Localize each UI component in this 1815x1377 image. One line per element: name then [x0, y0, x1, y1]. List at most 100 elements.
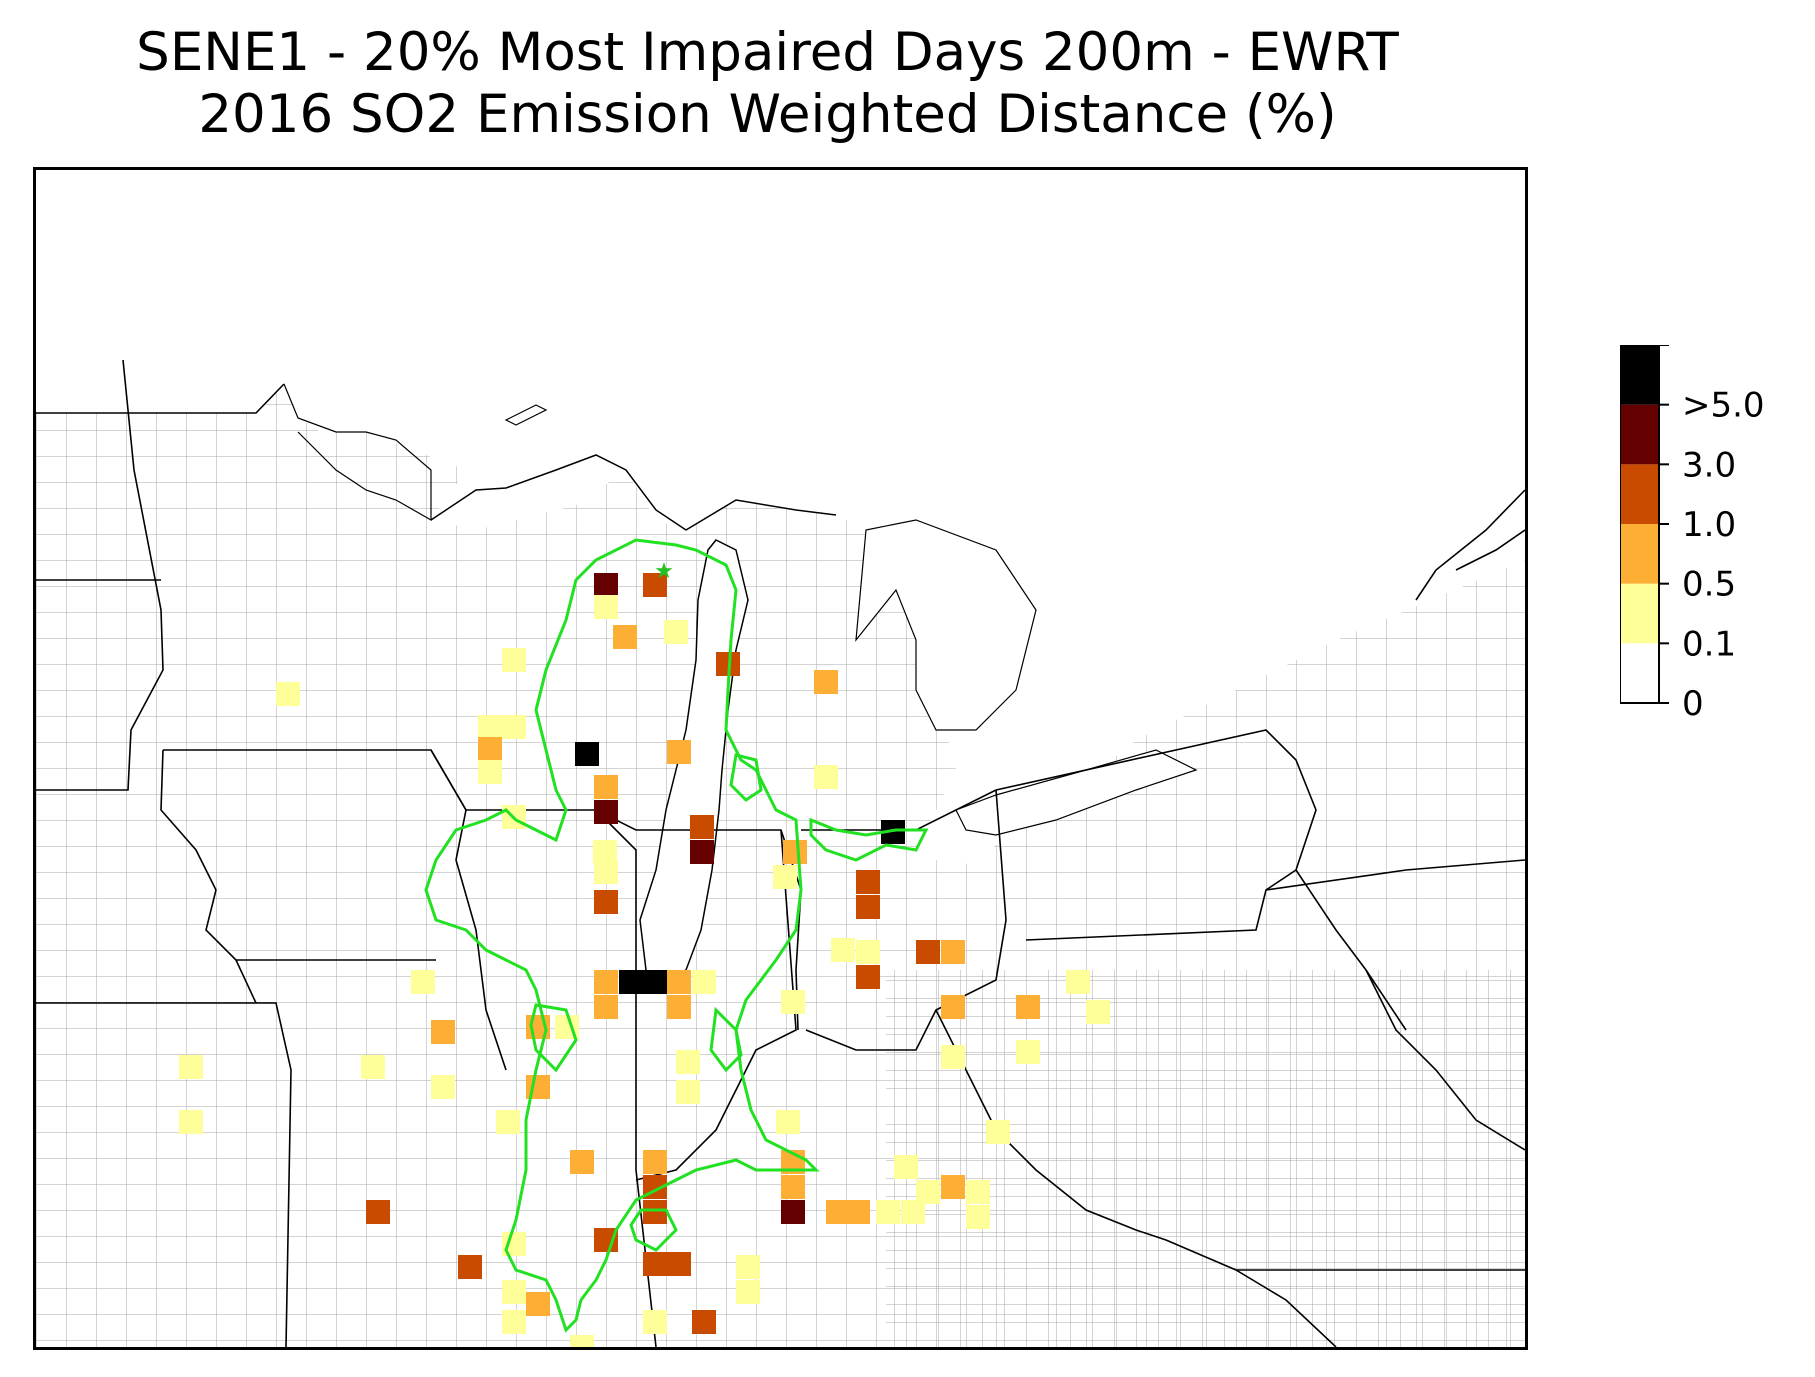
emission-cell	[692, 970, 716, 994]
emission-cell	[594, 995, 618, 1019]
emission-cell	[502, 648, 526, 672]
emission-cell	[667, 995, 691, 1019]
colorbar-tick-label: 3.0	[1682, 445, 1736, 485]
emission-cell	[986, 1120, 1010, 1144]
emission-cell	[1066, 970, 1090, 994]
emission-cell	[594, 890, 618, 914]
emission-cell	[941, 995, 965, 1019]
emission-cell	[690, 815, 714, 839]
title-line-2: 2016 SO2 Emission Weighted Distance (%)	[198, 84, 1337, 145]
colorbar-tick-label: 1.0	[1682, 505, 1736, 545]
emission-cell	[361, 1055, 385, 1079]
emission-cell	[667, 1252, 691, 1276]
emission-cell	[916, 940, 940, 964]
colorbar-tick-label: 0.1	[1682, 624, 1736, 664]
emission-cell	[773, 865, 797, 889]
residence-time-contour	[424, 538, 929, 1333]
emission-cell	[526, 1292, 550, 1316]
emission-cell	[496, 1110, 520, 1134]
colorbar-bin	[1620, 583, 1659, 644]
emission-cell	[594, 800, 618, 824]
emission-cell	[594, 775, 618, 799]
emission-cell	[619, 970, 643, 994]
emission-cell	[690, 840, 714, 864]
emission-cell	[366, 1200, 390, 1224]
emission-cell	[431, 1075, 455, 1099]
emission-cell	[676, 1080, 700, 1104]
emission-cell	[458, 1255, 482, 1279]
colorbar-bin	[1620, 345, 1659, 405]
emission-cell	[502, 715, 526, 739]
emission-cell	[894, 1155, 918, 1179]
emission-cell	[502, 1310, 526, 1334]
emission-cell	[478, 715, 502, 739]
emission-cell	[1086, 1000, 1110, 1024]
emission-cell	[856, 895, 880, 919]
emission-cell	[575, 742, 599, 766]
emission-cell	[431, 1020, 455, 1044]
emission-cell	[276, 682, 300, 706]
colorbar-bin	[1620, 643, 1659, 703]
emission-cell	[667, 740, 691, 764]
emission-cell	[814, 670, 838, 694]
emission-cell	[781, 990, 805, 1014]
emission-cell	[856, 965, 880, 989]
chart-title: SENE1 - 20% Most Impaired Days 200m - EW…	[0, 22, 1535, 146]
emission-cell	[643, 573, 667, 597]
colorbar-tick-label: 0.5	[1682, 565, 1736, 605]
emission-cell	[643, 1150, 667, 1174]
isle-royale	[504, 404, 548, 426]
emission-cell	[613, 625, 637, 649]
emission-cell	[692, 1310, 716, 1334]
emission-cell	[594, 595, 618, 619]
emission-cell	[478, 760, 502, 784]
map-canvas: ★	[36, 359, 1525, 1347]
lake-superior-shore	[430, 454, 837, 531]
emission-cell	[643, 1310, 667, 1334]
emission-cell	[664, 620, 688, 644]
emission-cell	[856, 940, 880, 964]
state-borders	[36, 359, 1525, 1347]
colorbar-tick-label: 0	[1682, 684, 1704, 724]
emission-cell	[941, 1175, 965, 1199]
site-star-icon: ★	[654, 559, 674, 584]
lake-erie	[955, 749, 1198, 836]
emission-cell	[1016, 995, 1040, 1019]
emission-cell	[179, 1055, 203, 1079]
emission-cell	[643, 1200, 667, 1224]
mn-shore	[283, 383, 432, 522]
emission-cell	[781, 1200, 805, 1224]
emission-cell	[966, 1205, 990, 1229]
colorbar-tick-label: >5.0	[1682, 386, 1765, 426]
emission-cell	[570, 1150, 594, 1174]
emission-cell	[941, 940, 965, 964]
colorbar-bin	[1620, 404, 1659, 465]
emission-cell	[966, 1180, 990, 1204]
emission-cell	[478, 737, 502, 761]
emission-cell	[667, 970, 691, 994]
colorbar: 0 0.1 0.5 1.0 3.0 >5.0	[1620, 345, 1765, 724]
emission-cell	[411, 970, 435, 994]
map-panel: ★	[33, 167, 1528, 1350]
emission-cell	[1016, 1040, 1040, 1064]
emission-cell	[179, 1110, 203, 1134]
emission-cell	[783, 840, 807, 864]
emission-cell	[570, 1335, 594, 1347]
emission-cell	[776, 1110, 800, 1134]
emission-cell	[856, 870, 880, 894]
emission-cell	[502, 1280, 526, 1304]
lake-huron	[855, 519, 1037, 731]
emission-cell	[814, 765, 838, 789]
emission-cell	[643, 1252, 667, 1276]
emission-cell	[831, 938, 855, 962]
emission-cell	[594, 860, 618, 884]
emission-cell	[916, 1180, 940, 1204]
emission-cell	[643, 970, 667, 994]
colorbar-bin	[1620, 524, 1659, 584]
title-line-1: SENE1 - 20% Most Impaired Days 200m - EW…	[136, 22, 1399, 83]
emission-cell	[676, 1050, 700, 1074]
emission-cell	[594, 970, 618, 994]
emission-cell	[736, 1255, 760, 1279]
emission-cell	[781, 1175, 805, 1199]
emission-cell	[876, 1200, 900, 1224]
